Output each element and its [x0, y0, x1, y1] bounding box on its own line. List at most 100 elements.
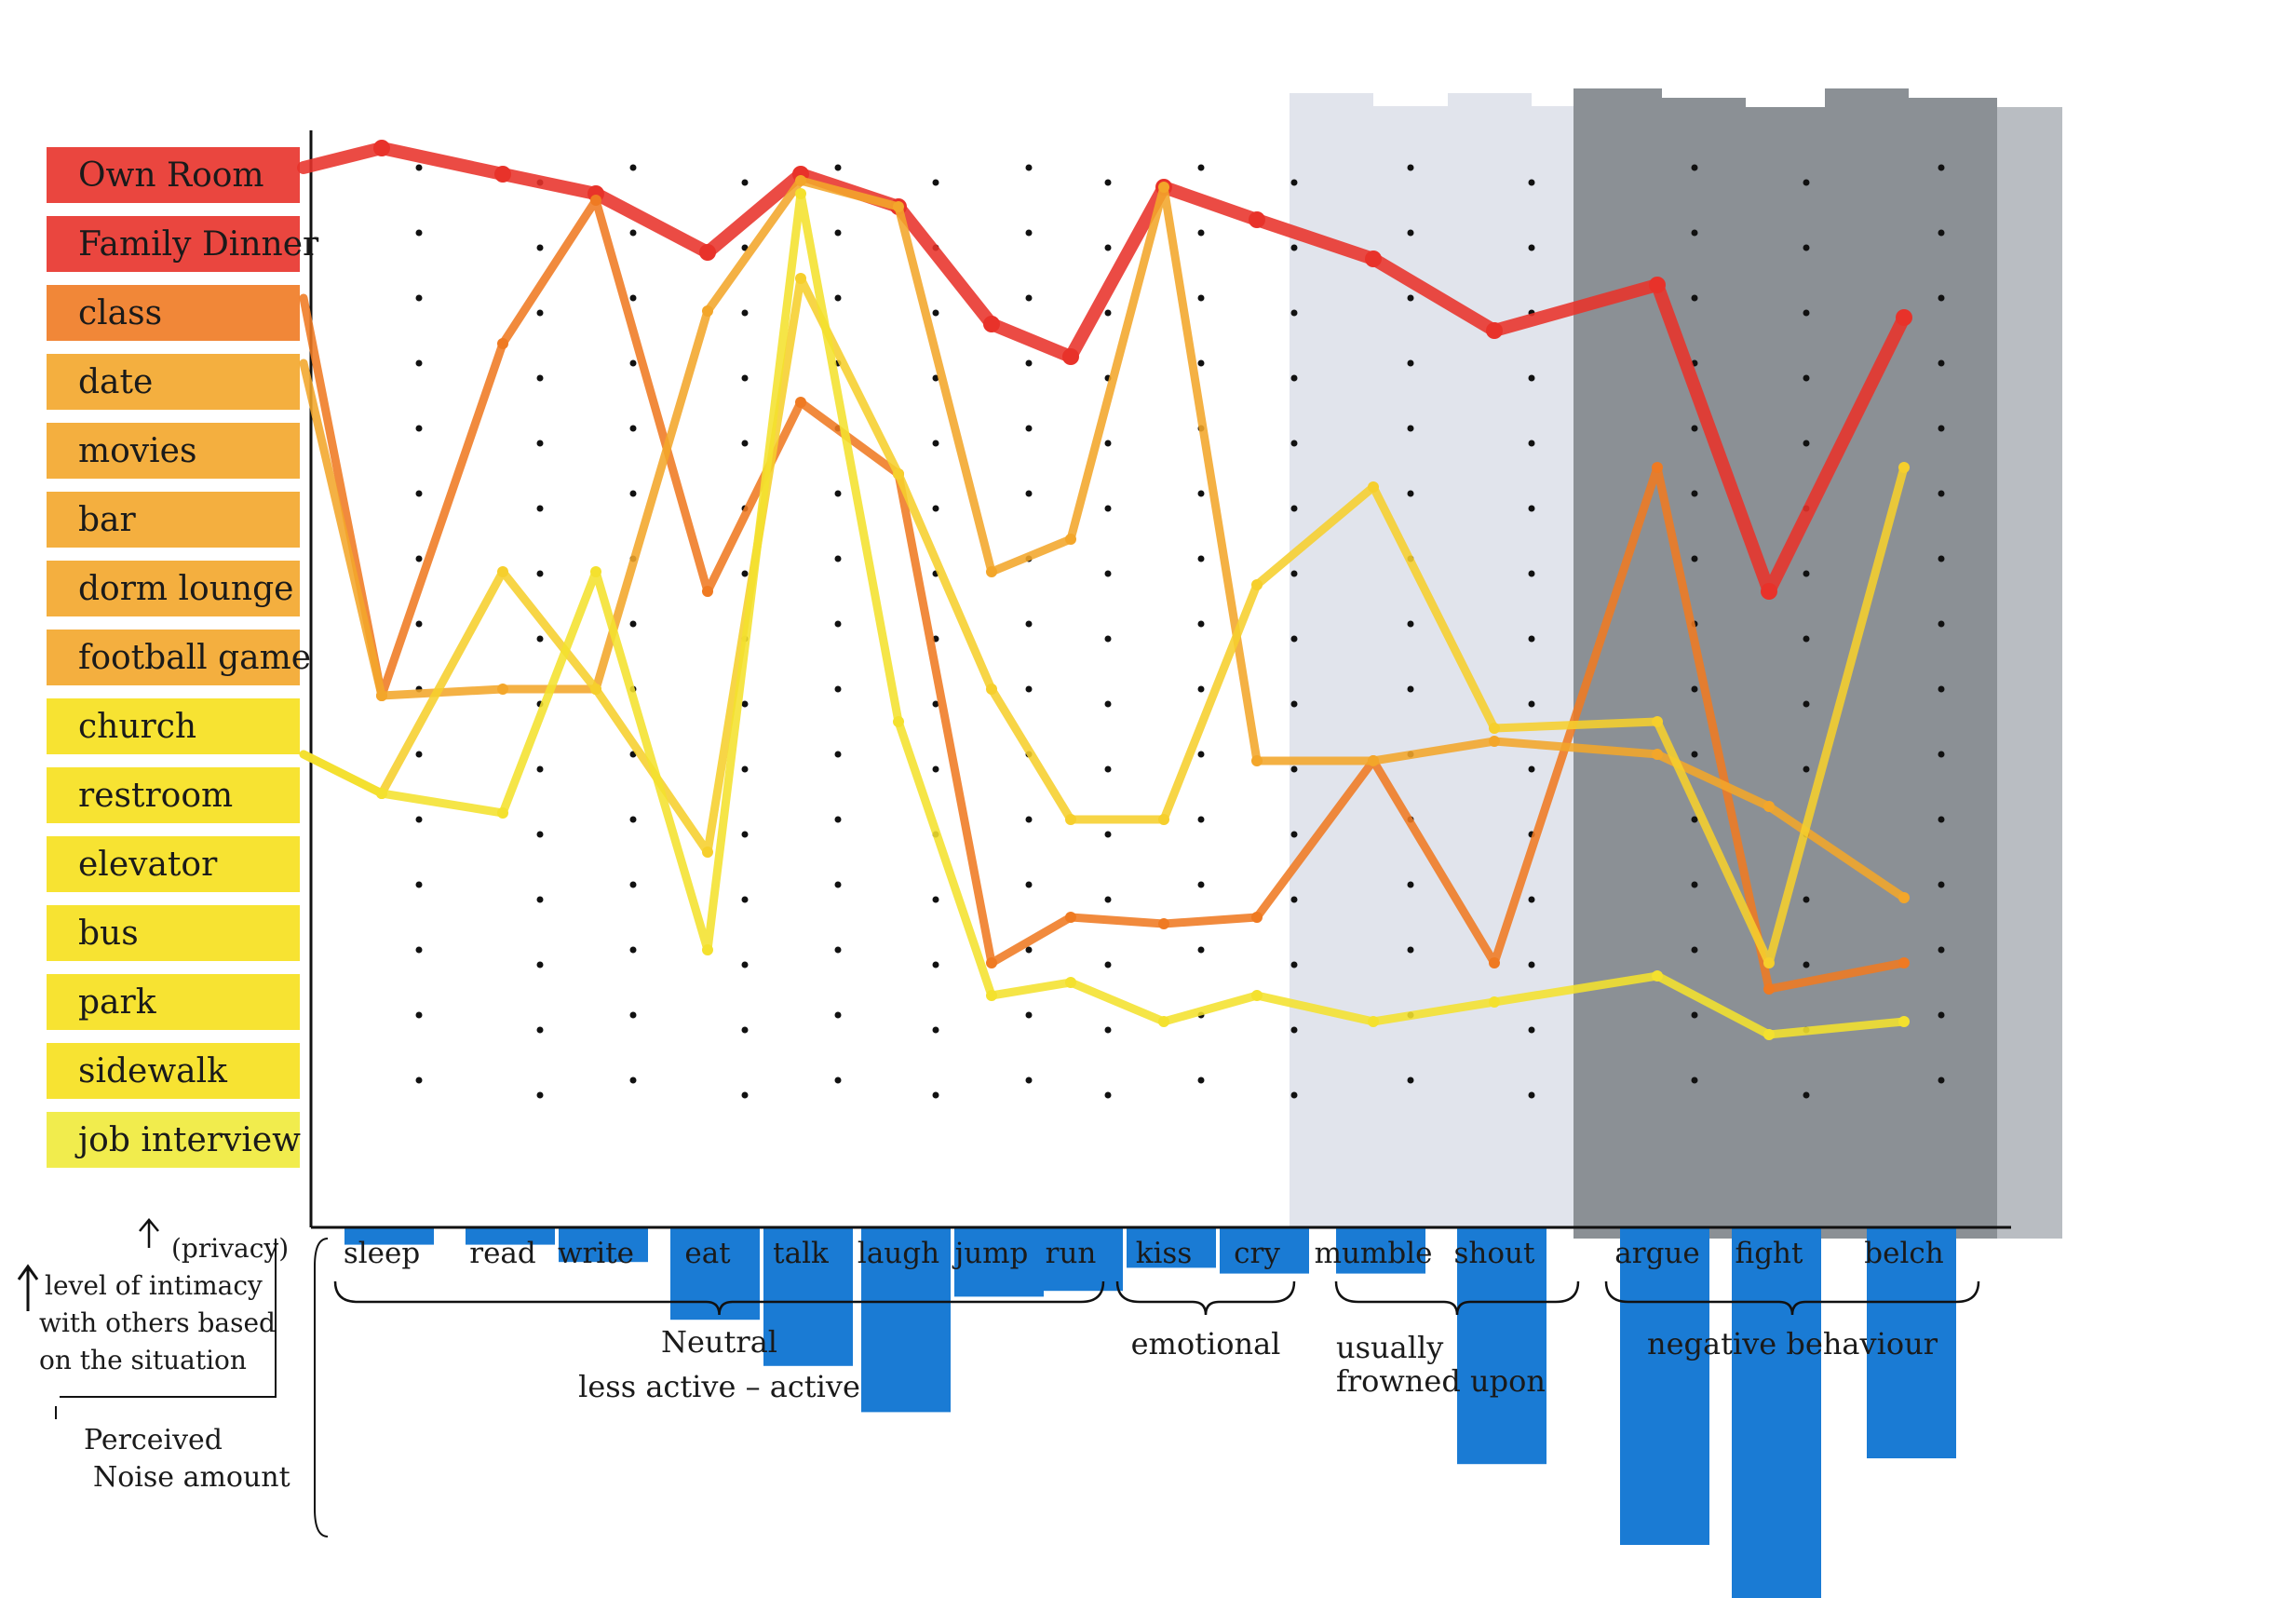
negative-behaviour-shading	[1909, 98, 1997, 1239]
negative-behaviour-shading	[1573, 88, 1662, 1239]
data-point	[702, 586, 713, 597]
grid-dot	[1104, 765, 1112, 773]
data-point	[1251, 990, 1263, 1001]
grid-dot	[1528, 635, 1535, 643]
data-point	[1763, 1029, 1775, 1040]
data-point	[893, 468, 904, 480]
grid-dot	[1290, 570, 1298, 577]
data-point	[1652, 749, 1663, 760]
location-label-box	[47, 216, 300, 272]
grid-dot	[834, 685, 842, 693]
grid-dot	[834, 229, 842, 237]
data-point	[1065, 814, 1076, 825]
grid-dot	[1197, 751, 1205, 758]
negative-behaviour-shading	[1746, 107, 1825, 1239]
grid-dot	[741, 831, 749, 838]
noise-bar	[861, 1227, 951, 1413]
behaviour-label: fight	[1736, 1237, 1803, 1270]
grid-dot	[834, 620, 842, 628]
grid-dot	[415, 816, 423, 823]
grid-dot	[1290, 635, 1298, 643]
grid-dot	[1528, 505, 1535, 512]
grid-dot	[834, 751, 842, 758]
grid-dot	[536, 896, 544, 903]
data-point	[1763, 957, 1775, 968]
data-point	[986, 990, 997, 1001]
grid-dot	[1938, 359, 1945, 367]
grid-dot	[1025, 1011, 1033, 1019]
data-point	[1062, 348, 1079, 365]
data-point	[1065, 977, 1076, 988]
data-point	[699, 244, 716, 261]
data-point	[1652, 716, 1663, 727]
grid-dot	[629, 229, 637, 237]
grid-dot	[1938, 816, 1945, 823]
behaviour-label: run	[1046, 1237, 1097, 1270]
group-label: frowned upon	[1336, 1363, 1546, 1399]
grid-dot	[1104, 700, 1112, 708]
grid-dot	[1197, 816, 1205, 823]
grid-dot	[1407, 1077, 1414, 1084]
grid-dot	[1104, 505, 1112, 512]
grid-dot	[741, 1026, 749, 1034]
grid-dot	[1938, 946, 1945, 954]
data-point	[376, 788, 387, 799]
group-sublabel: less active – active	[578, 1369, 860, 1404]
grid-dot	[629, 294, 637, 302]
grid-dot	[1290, 244, 1298, 251]
data-point	[702, 944, 713, 955]
axis-notes: (privacy) level of intimacy with others ba…	[17, 1218, 329, 1537]
grid-dot	[1528, 374, 1535, 382]
data-point	[1896, 309, 1912, 326]
location-label: sidewalk	[78, 1052, 228, 1090]
grid-dot	[741, 765, 749, 773]
grid-dot	[1528, 700, 1535, 708]
grid-dot	[1104, 1091, 1112, 1099]
grid-dot	[1938, 685, 1945, 693]
grid-dot	[1290, 765, 1298, 773]
data-point	[376, 690, 387, 701]
grid-dot	[1197, 490, 1205, 497]
data-point	[1065, 534, 1076, 545]
data-point	[590, 684, 601, 695]
grid-dot	[629, 816, 637, 823]
location-label-box	[47, 1112, 300, 1168]
grid-dot	[1691, 685, 1698, 693]
noise-bar	[954, 1227, 1044, 1297]
data-point	[1158, 814, 1169, 825]
grid-dot	[932, 309, 939, 317]
grid-dot	[415, 1077, 423, 1084]
data-point	[795, 175, 806, 186]
grid-dot	[1528, 765, 1535, 773]
grid-dot	[1290, 440, 1298, 447]
behaviour-label: kiss	[1136, 1237, 1193, 1270]
grid-dot	[1290, 961, 1298, 968]
grid-dot	[629, 425, 637, 432]
grid-dot	[536, 570, 544, 577]
grid-dot	[1528, 179, 1535, 186]
location-label: elevator	[78, 846, 218, 884]
noise-bar	[559, 1227, 648, 1263]
grid-dot	[536, 1026, 544, 1034]
data-point	[795, 273, 806, 284]
grid-dot	[629, 1011, 637, 1019]
data-point	[1761, 583, 1777, 600]
data-point	[1898, 957, 1910, 968]
data-point	[497, 684, 508, 695]
grid-dot	[1803, 179, 1810, 186]
noise-axis-note: Perceived	[84, 1424, 223, 1456]
behaviour-label: jump	[952, 1237, 1029, 1270]
perceived-noise-bars	[344, 1227, 1956, 1598]
behaviour-label: argue	[1614, 1237, 1699, 1270]
y-axis-note: with others based	[39, 1307, 276, 1338]
grid-dot	[1290, 1026, 1298, 1034]
grid-dot	[1025, 425, 1033, 432]
grid-dot	[536, 635, 544, 643]
grid-dot	[1691, 946, 1698, 954]
grid-dot	[536, 831, 544, 838]
location-label-box	[47, 492, 300, 548]
location-label: bus	[78, 914, 139, 953]
grid-dot	[834, 946, 842, 954]
grid-dot	[1104, 635, 1112, 643]
